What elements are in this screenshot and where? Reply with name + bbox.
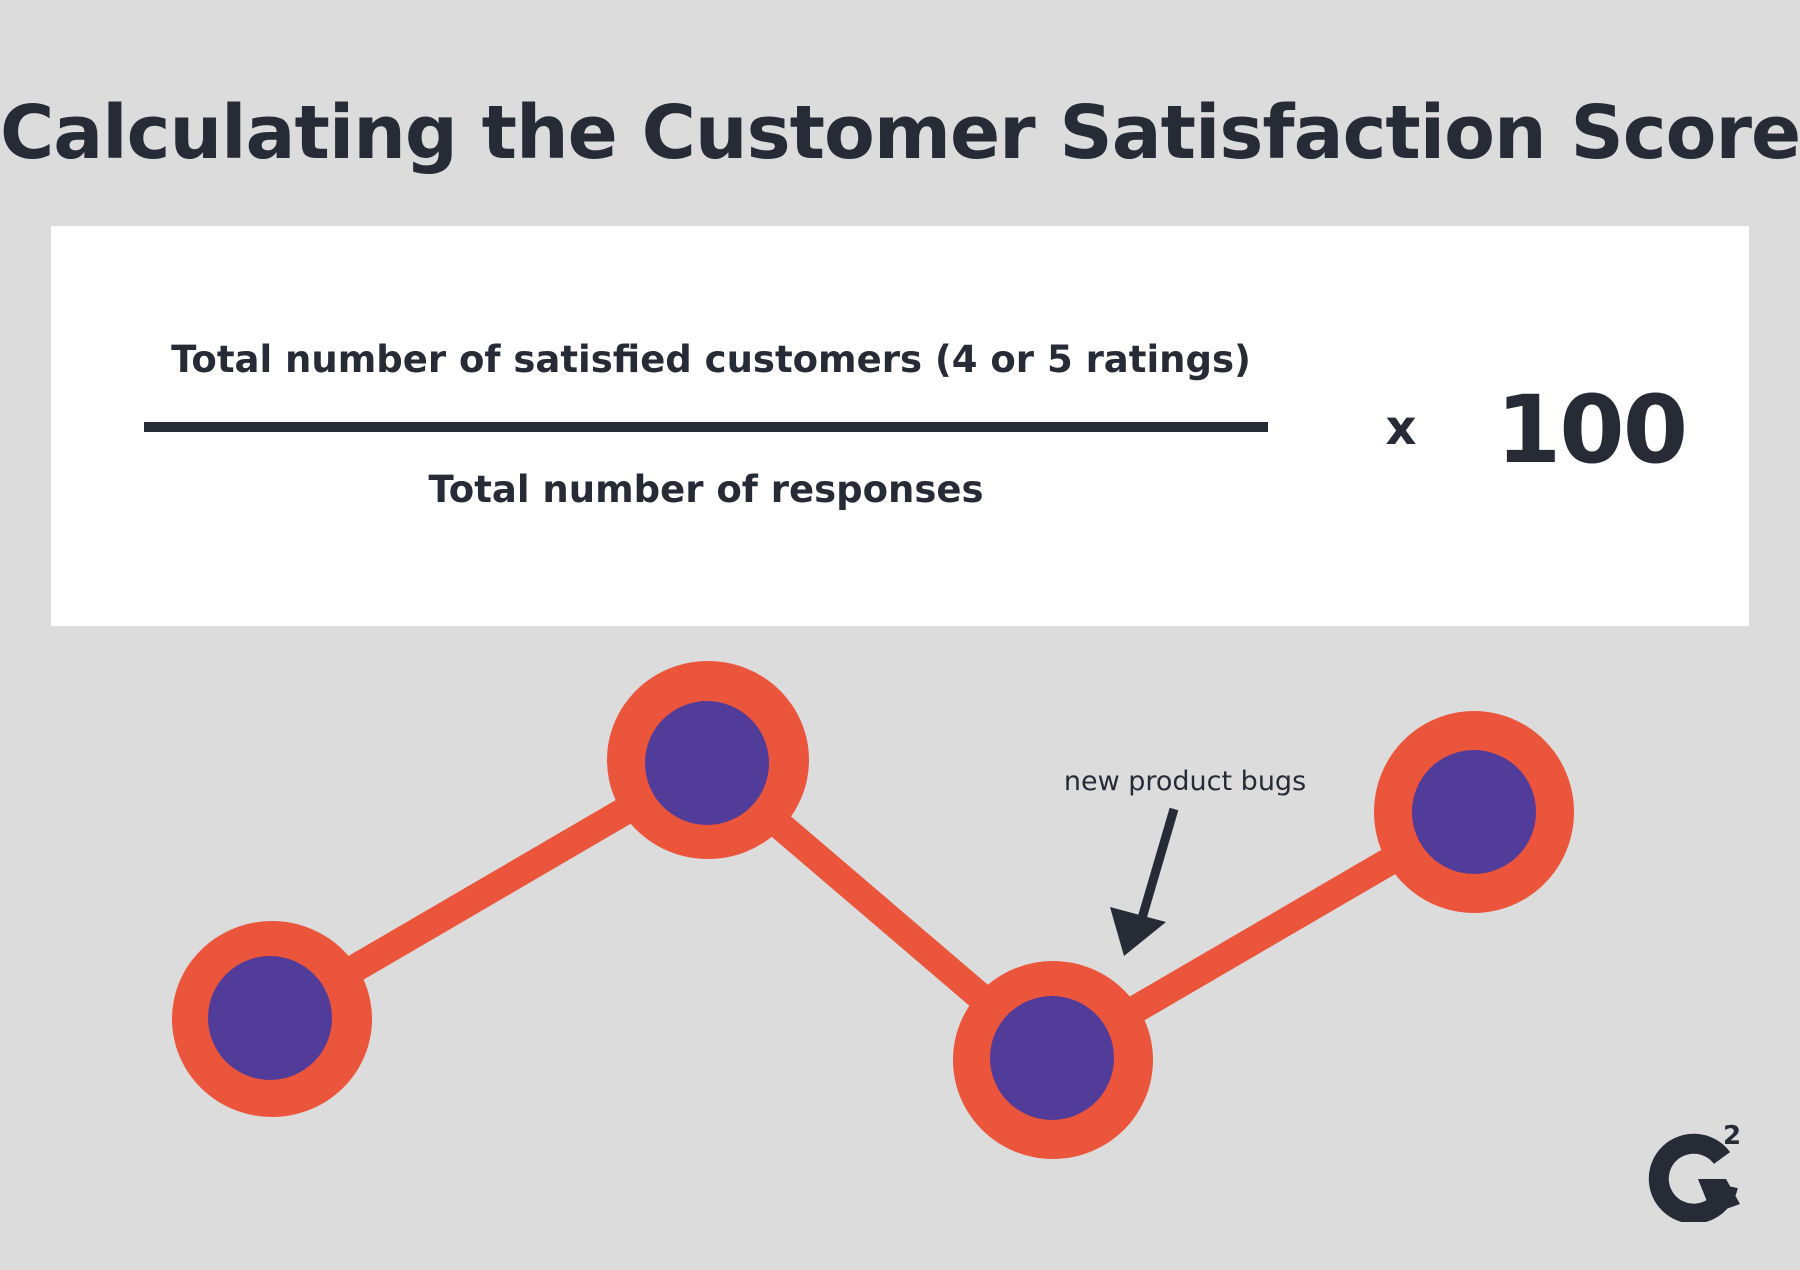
formula-numerator: Total number of satisfied customers (4 o… xyxy=(171,338,1251,381)
formula-card: Total number of satisfied customers (4 o… xyxy=(51,226,1749,626)
annotation-arrow xyxy=(1110,807,1179,956)
multiplier-value: 100 xyxy=(1495,376,1688,485)
marker-dot xyxy=(990,996,1114,1120)
data-markers xyxy=(172,661,1574,1159)
data-point-3 xyxy=(953,961,1153,1159)
trend-line xyxy=(262,750,1482,1071)
marker-dot xyxy=(645,701,769,825)
formula-denominator: Total number of responses xyxy=(428,468,984,511)
data-point-1 xyxy=(172,921,372,1117)
fraction-bar xyxy=(144,422,1268,432)
data-point-4 xyxy=(1374,711,1574,913)
data-point-2 xyxy=(607,661,809,859)
multiply-sign: x xyxy=(1385,400,1417,456)
marker-dot xyxy=(208,956,332,1080)
annotation-label: new product bugs xyxy=(1063,766,1307,797)
g2-logo-icon: 2 xyxy=(1648,1122,1741,1222)
marker-dot xyxy=(1412,750,1536,874)
logo-superscript: 2 xyxy=(1723,1122,1741,1151)
page-title: Calculating the Customer Satisfaction Sc… xyxy=(0,90,1800,176)
